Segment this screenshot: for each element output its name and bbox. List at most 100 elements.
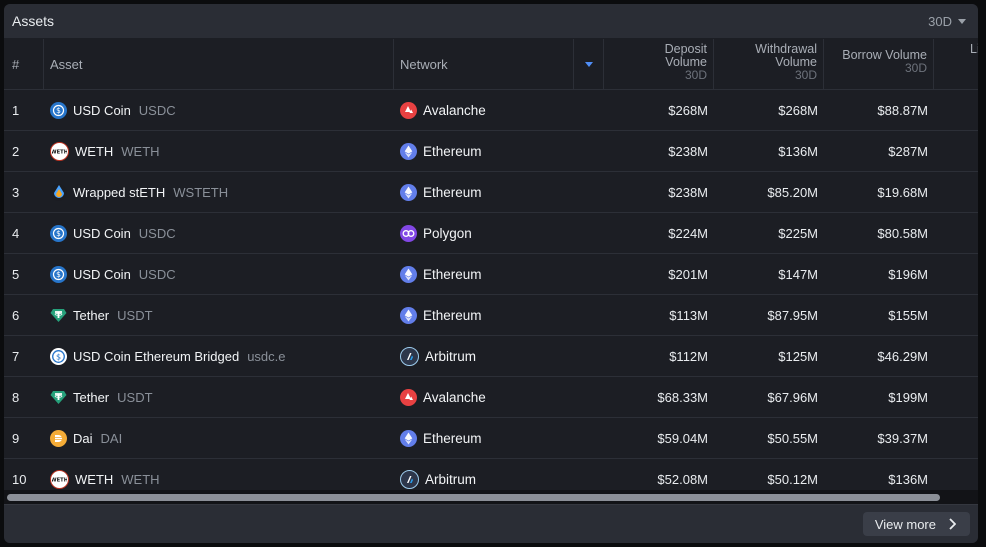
svg-text:$: $: [56, 106, 61, 115]
column-withdrawal-volume[interactable]: Withdrawal Volume 30D: [714, 39, 824, 89]
row-index: 1: [12, 102, 20, 118]
borrow-volume: $155M: [888, 307, 928, 323]
usdc-token-icon: $: [50, 101, 67, 119]
network-cell[interactable]: Avalanche: [394, 377, 574, 417]
network-cell[interactable]: Ethereum: [394, 254, 574, 294]
asset-cell[interactable]: $ USD Coin USDC: [44, 90, 394, 130]
ethereum-network-icon: [400, 265, 417, 283]
chevron-right-icon: [949, 518, 956, 530]
network-cell[interactable]: Arbitrum: [394, 459, 574, 499]
horizontal-scrollbar[interactable]: [4, 490, 978, 504]
table-row[interactable]: 3 Wrapped stETH WSTETH Ethereum $238M $85.20M…: [4, 172, 978, 213]
deposit-period: 30D: [684, 68, 707, 82]
column-network[interactable]: Network: [394, 39, 574, 89]
asset-cell[interactable]: WETH WETH WETH: [44, 459, 394, 499]
sort-spacer: [574, 377, 604, 417]
row-index: 4: [12, 225, 20, 241]
table-row[interactable]: 4 $ USD Coin USDC Polygon $224M $225M $80.58M $4…: [4, 213, 978, 254]
table-row[interactable]: 8 Tether USDT Avalanche $68.33M $67.96M $199M $…: [4, 377, 978, 418]
sort-spacer: [574, 295, 604, 335]
liquidation-volume: $494: [934, 336, 978, 376]
deposit-volume: $112M: [669, 348, 708, 364]
network-name: Ethereum: [423, 266, 482, 282]
column-borrow-volume[interactable]: Borrow Volume 30D: [824, 39, 934, 89]
network-name: Arbitrum: [425, 348, 477, 364]
table-row[interactable]: 5 $ USD Coin USDC Ethereum $201M $147M $196M $1: [4, 254, 978, 295]
asset-symbol: USDC: [138, 102, 176, 118]
network-cell[interactable]: Ethereum: [394, 418, 574, 458]
table-row[interactable]: 6 Tether USDT Ethereum $113M $87.95M $155M $0: [4, 295, 978, 336]
asset-cell[interactable]: Tether USDT: [44, 377, 394, 417]
borrow-period: 30D: [904, 61, 927, 75]
asset-name: USD Coin: [73, 266, 131, 282]
usdce-token-icon: $: [50, 347, 67, 365]
usdt-token-icon: [50, 389, 67, 406]
asset-name: WETH: [75, 143, 114, 159]
asset-name: Tether: [73, 389, 110, 405]
borrow-volume: $39.37M: [877, 430, 928, 446]
column-deposit-volume[interactable]: Deposit Volume 30D: [604, 39, 714, 89]
range-selector[interactable]: 30D: [928, 14, 966, 29]
avalanche-network-icon: [400, 388, 417, 406]
svg-text:WETH: WETH: [52, 149, 67, 155]
withdrawal-volume: $50.55M: [767, 430, 818, 446]
withdrawal-volume: $136M: [778, 143, 818, 159]
row-index: 5: [12, 266, 20, 282]
network-cell[interactable]: Ethereum: [394, 131, 574, 171]
withdrawal-label: Withdrawal Volume: [755, 42, 817, 69]
asset-cell[interactable]: WETH WETH WETH: [44, 131, 394, 171]
asset-name: USD Coin Ethereum Bridged: [73, 348, 240, 364]
asset-symbol: USDT: [117, 307, 153, 323]
network-name: Arbitrum: [425, 471, 477, 487]
asset-symbol: USDT: [117, 389, 153, 405]
svg-text:WETH: WETH: [52, 477, 67, 483]
asset-cell[interactable]: $ USD Coin USDC: [44, 254, 394, 294]
arbitrum-network-icon: [400, 469, 419, 489]
column-asset[interactable]: Asset: [44, 39, 394, 89]
network-cell[interactable]: Ethereum: [394, 295, 574, 335]
table-row[interactable]: 9 Dai DAI Ethereum $59.04M $50.55M $39.37M $0: [4, 418, 978, 459]
asset-name: USD Coin: [73, 102, 131, 118]
network-cell[interactable]: Polygon: [394, 213, 574, 253]
sort-indicator[interactable]: [574, 39, 604, 89]
network-name: Ethereum: [423, 143, 482, 159]
deposit-volume: $113M: [669, 307, 708, 323]
asset-cell[interactable]: Dai DAI: [44, 418, 394, 458]
asset-name: USD Coin: [73, 225, 131, 241]
network-name: Ethereum: [423, 184, 482, 200]
row-index: 6: [12, 307, 20, 323]
row-index: 9: [12, 430, 20, 446]
network-name: Avalanche: [423, 102, 486, 118]
svg-text:$: $: [56, 270, 61, 279]
borrow-volume: $196M: [888, 266, 928, 282]
deposit-volume: $52.08M: [657, 471, 708, 487]
network-cell[interactable]: Arbitrum: [394, 336, 574, 376]
asset-name: Tether: [73, 307, 110, 323]
withdrawal-volume: $50.12M: [767, 471, 818, 487]
asset-cell[interactable]: $ USD Coin USDC: [44, 213, 394, 253]
view-more-button[interactable]: View more: [862, 512, 970, 536]
column-index: #: [4, 39, 44, 89]
usdt-token-icon: [50, 307, 67, 324]
asset-symbol: WETH: [121, 471, 160, 487]
column-liquidation-volume[interactable]: Liquid Vo: [934, 39, 978, 89]
asset-cell[interactable]: Wrapped stETH WSTETH: [44, 172, 394, 212]
assets-panel: Assets 30D # Asset Network Deposit Volum…: [4, 4, 978, 543]
table-row[interactable]: 7 $ USD Coin Ethereum Bridged usdc.e Arbitru…: [4, 336, 978, 377]
asset-cell[interactable]: $ USD Coin Ethereum Bridged usdc.e: [44, 336, 394, 376]
sort-spacer: [574, 213, 604, 253]
table-row[interactable]: 2 WETH WETH WETH Ethereum $238M $136M $287M $219: [4, 131, 978, 172]
network-name: Polygon: [423, 225, 472, 241]
sort-spacer: [574, 172, 604, 212]
liquidation-volume: $0: [934, 377, 978, 417]
liquidation-volume: $2: [934, 90, 978, 130]
network-cell[interactable]: Ethereum: [394, 172, 574, 212]
wsteth-token-icon: [50, 183, 67, 201]
scrollbar-thumb[interactable]: [7, 494, 940, 501]
network-cell[interactable]: Avalanche: [394, 90, 574, 130]
borrow-volume: $19.68M: [877, 184, 928, 200]
liquidation-volume: $0: [934, 418, 978, 458]
table-row[interactable]: 1 $ USD Coin USDC Avalanche $268M $268M $88.87M…: [4, 90, 978, 131]
row-index: 2: [12, 143, 20, 159]
asset-cell[interactable]: Tether USDT: [44, 295, 394, 335]
